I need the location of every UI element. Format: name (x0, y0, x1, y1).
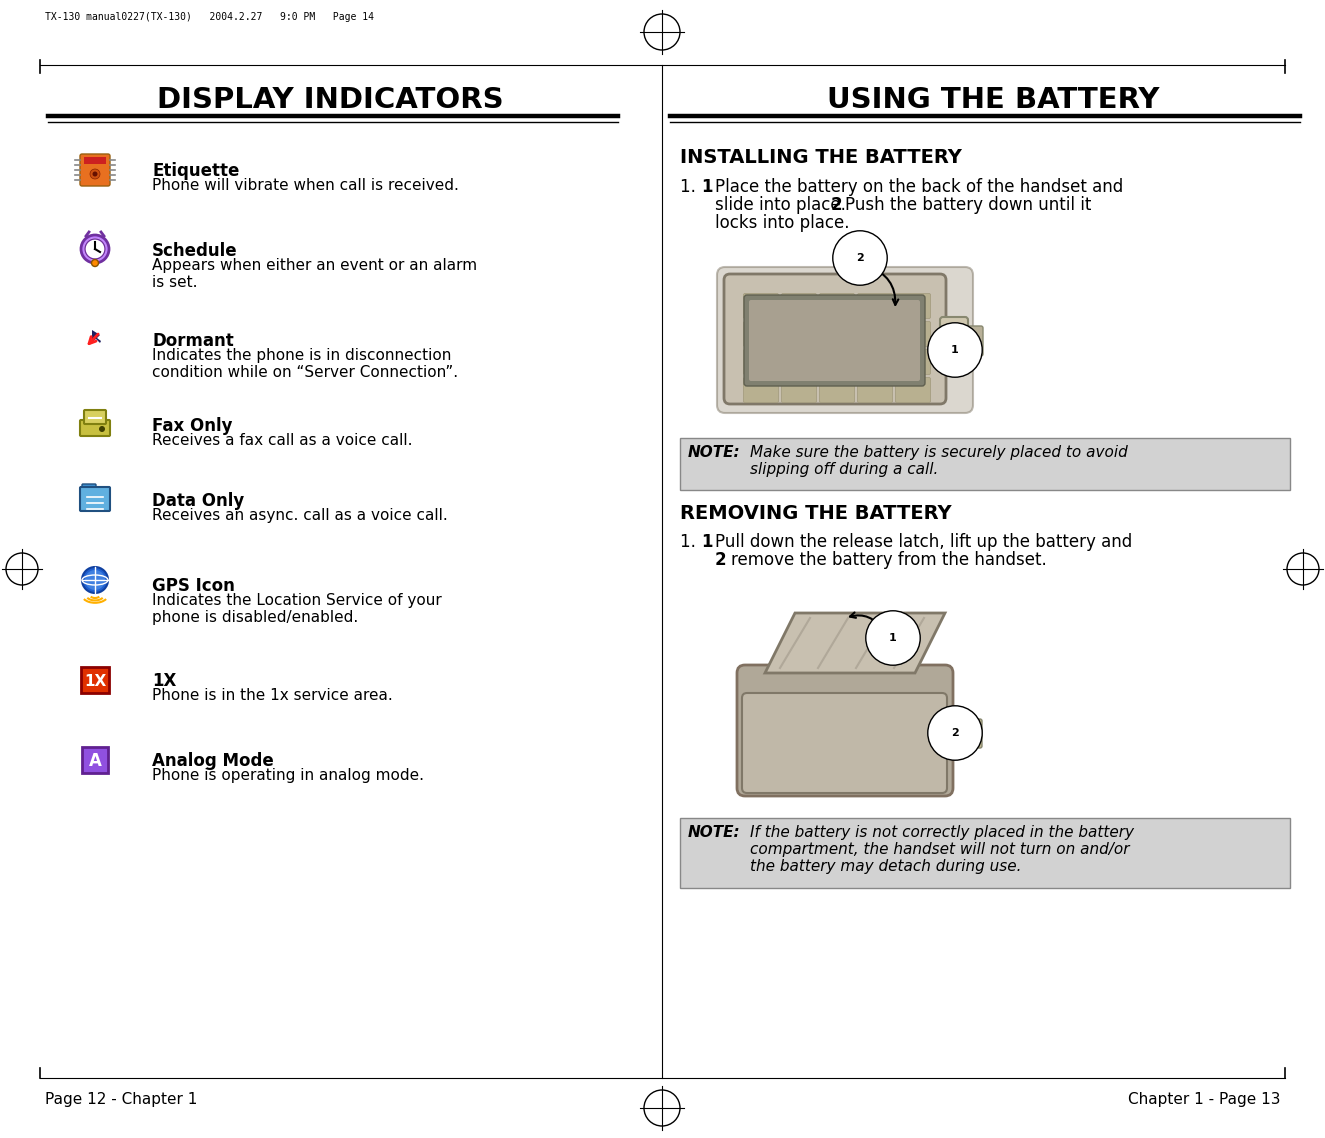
Text: Etiquette: Etiquette (152, 162, 240, 180)
FancyBboxPatch shape (819, 322, 855, 346)
FancyBboxPatch shape (857, 349, 893, 374)
Text: 1: 1 (702, 178, 719, 196)
Text: Dormant: Dormant (152, 332, 233, 351)
Text: Make sure the battery is securely placed to avoid: Make sure the battery is securely placed… (750, 445, 1128, 460)
Polygon shape (91, 330, 101, 343)
FancyBboxPatch shape (896, 294, 930, 319)
Text: Chapter 1 - Page 13: Chapter 1 - Page 13 (1128, 1092, 1280, 1107)
FancyBboxPatch shape (80, 154, 110, 185)
FancyBboxPatch shape (963, 325, 983, 356)
FancyBboxPatch shape (80, 487, 110, 511)
FancyBboxPatch shape (782, 322, 816, 346)
Text: remove the battery from the handset.: remove the battery from the handset. (731, 551, 1047, 569)
FancyBboxPatch shape (939, 710, 969, 756)
Text: USING THE BATTERY: USING THE BATTERY (827, 86, 1159, 114)
FancyBboxPatch shape (857, 294, 893, 319)
Text: TX-130 manual0227(TX-130)   2004.2.27   9:0 PM   Page 14: TX-130 manual0227(TX-130) 2004.2.27 9:0 … (45, 13, 374, 22)
Text: locks into place.: locks into place. (716, 214, 849, 232)
FancyBboxPatch shape (782, 378, 816, 403)
Circle shape (90, 170, 99, 179)
Text: Schedule: Schedule (152, 242, 237, 259)
Circle shape (93, 172, 98, 176)
FancyBboxPatch shape (963, 719, 982, 748)
FancyBboxPatch shape (743, 378, 779, 403)
Text: 1.: 1. (680, 178, 701, 196)
Circle shape (85, 239, 105, 259)
Text: Indicates the phone is in disconnection
condition while on “Server Connection”.: Indicates the phone is in disconnection … (152, 348, 458, 380)
FancyBboxPatch shape (83, 410, 106, 424)
Text: 2: 2 (951, 728, 959, 739)
Polygon shape (765, 613, 945, 673)
FancyBboxPatch shape (80, 420, 110, 436)
Circle shape (85, 570, 105, 589)
FancyBboxPatch shape (680, 438, 1291, 490)
Text: Indicates the Location Service of your
phone is disabled/enabled.: Indicates the Location Service of your p… (152, 593, 441, 626)
FancyBboxPatch shape (819, 294, 855, 319)
Text: Push the battery down until it: Push the battery down until it (845, 196, 1092, 214)
FancyBboxPatch shape (83, 157, 106, 164)
FancyBboxPatch shape (782, 349, 816, 374)
Text: 1: 1 (889, 633, 897, 643)
FancyBboxPatch shape (749, 300, 920, 381)
Circle shape (82, 567, 109, 593)
Circle shape (81, 236, 109, 263)
Text: Fax Only: Fax Only (152, 417, 232, 435)
FancyBboxPatch shape (743, 349, 779, 374)
FancyBboxPatch shape (896, 322, 930, 346)
Text: INSTALLING THE BATTERY: INSTALLING THE BATTERY (680, 148, 962, 167)
Text: compartment, the handset will not turn on and/or: compartment, the handset will not turn o… (750, 842, 1129, 857)
Text: NOTE:: NOTE: (688, 825, 741, 840)
FancyBboxPatch shape (743, 294, 779, 319)
Text: Analog Mode: Analog Mode (152, 752, 274, 770)
Text: Phone will vibrate when call is received.: Phone will vibrate when call is received… (152, 178, 458, 193)
Text: Pull down the release latch, lift up the battery and: Pull down the release latch, lift up the… (716, 533, 1133, 551)
FancyBboxPatch shape (82, 484, 95, 490)
FancyBboxPatch shape (723, 274, 946, 404)
FancyBboxPatch shape (737, 665, 953, 795)
FancyBboxPatch shape (896, 349, 930, 374)
Text: Receives a fax call as a voice call.: Receives a fax call as a voice call. (152, 432, 412, 448)
Text: 1X: 1X (83, 674, 106, 688)
Text: 1.: 1. (680, 533, 701, 551)
FancyBboxPatch shape (680, 818, 1291, 888)
Text: Data Only: Data Only (152, 492, 244, 510)
Text: 2: 2 (716, 551, 733, 569)
FancyBboxPatch shape (857, 322, 893, 346)
Text: 1: 1 (951, 345, 959, 355)
Text: Place the battery on the back of the handset and: Place the battery on the back of the han… (716, 178, 1124, 196)
FancyBboxPatch shape (82, 747, 109, 773)
Text: 1: 1 (702, 533, 719, 551)
Circle shape (83, 238, 106, 259)
FancyBboxPatch shape (896, 378, 930, 403)
Text: 2: 2 (831, 196, 848, 214)
FancyBboxPatch shape (743, 322, 779, 346)
Text: REMOVING THE BATTERY: REMOVING THE BATTERY (680, 504, 951, 523)
Text: slipping off during a call.: slipping off during a call. (750, 462, 938, 477)
Text: 2: 2 (856, 253, 864, 263)
Text: Phone is in the 1x service area.: Phone is in the 1x service area. (152, 688, 392, 703)
Text: slide into place.: slide into place. (716, 196, 851, 214)
Text: Appears when either an event or an alarm
is set.: Appears when either an event or an alarm… (152, 258, 477, 290)
FancyBboxPatch shape (717, 267, 973, 413)
FancyBboxPatch shape (819, 349, 855, 374)
FancyBboxPatch shape (857, 378, 893, 403)
FancyBboxPatch shape (782, 294, 816, 319)
FancyBboxPatch shape (819, 378, 855, 403)
Text: NOTE:: NOTE: (688, 445, 741, 460)
Text: If the battery is not correctly placed in the battery: If the battery is not correctly placed i… (750, 825, 1134, 840)
Text: 1X: 1X (152, 673, 176, 690)
FancyBboxPatch shape (742, 693, 947, 793)
Text: the battery may detach during use.: the battery may detach during use. (750, 859, 1022, 874)
Text: Page 12 - Chapter 1: Page 12 - Chapter 1 (45, 1092, 197, 1107)
Text: Receives an async. call as a voice call.: Receives an async. call as a voice call. (152, 508, 448, 523)
Text: GPS Icon: GPS Icon (152, 577, 235, 595)
Circle shape (99, 426, 105, 432)
FancyBboxPatch shape (81, 667, 109, 693)
Text: Phone is operating in analog mode.: Phone is operating in analog mode. (152, 768, 424, 783)
FancyBboxPatch shape (939, 318, 969, 365)
FancyBboxPatch shape (745, 295, 925, 386)
Text: DISPLAY INDICATORS: DISPLAY INDICATORS (156, 86, 504, 114)
Text: A: A (89, 752, 102, 770)
Circle shape (91, 259, 98, 266)
